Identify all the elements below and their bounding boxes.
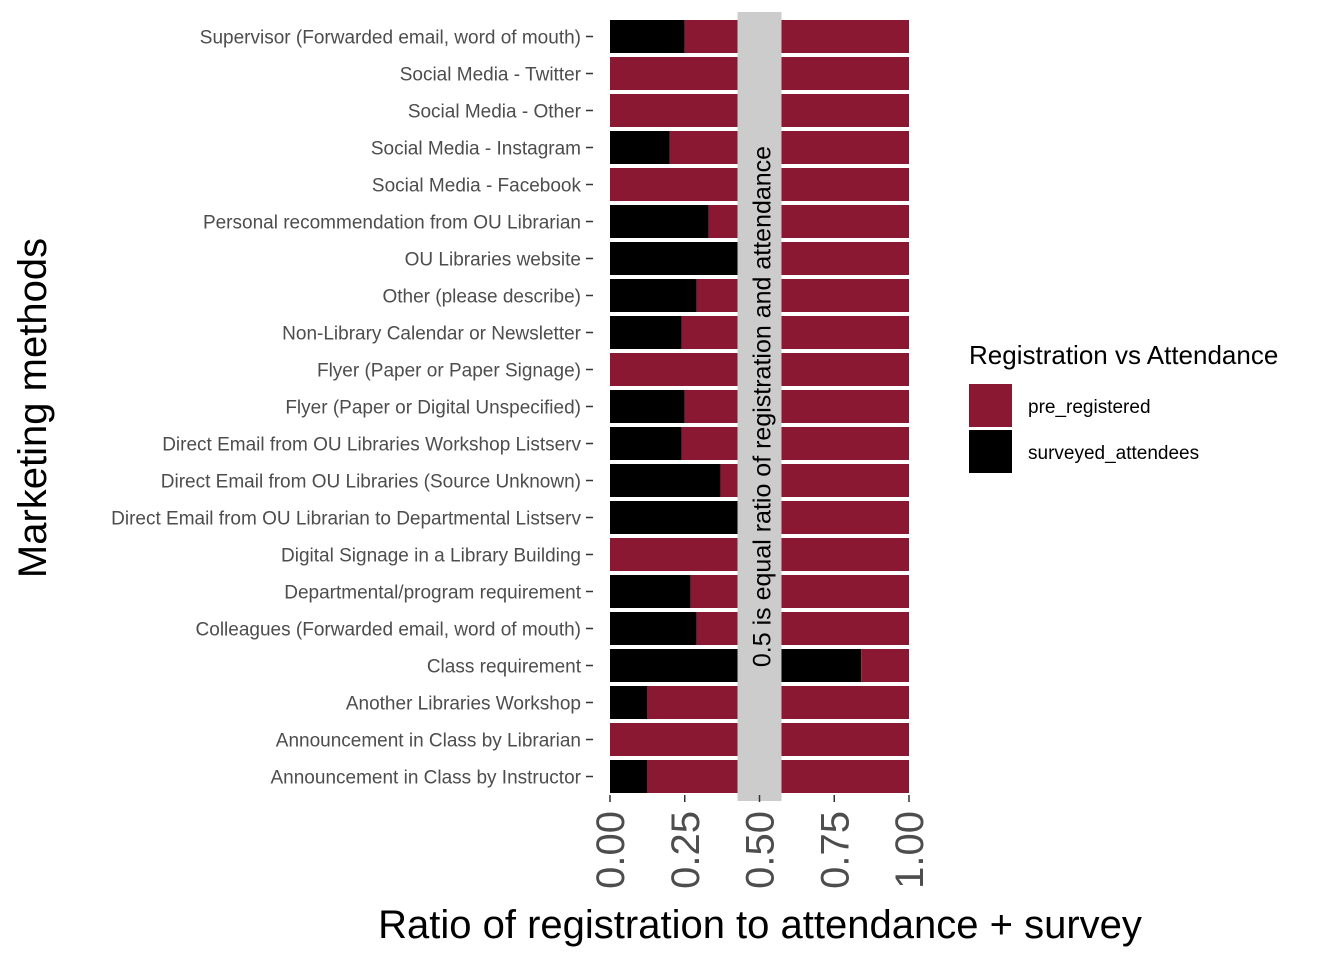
y-tick-label-ou-libraries-website: OU Libraries website xyxy=(405,250,581,271)
y-tick-label-colleagues-forwarded-email-word-of-mouth: Colleagues (Forwarded email, word of mou… xyxy=(196,620,581,641)
y-tick-label-digital-signage-in-a-library-building: Digital Signage in a Library Building xyxy=(281,546,581,567)
bar-surveyed-attendees-colleagues-forwarded-email-word-of-mouth xyxy=(610,612,697,645)
y-tick-label-direct-email-from-ou-libraries-workshop-listserv: Direct Email from OU Libraries Workshop … xyxy=(162,435,581,456)
x-axis: 0.00 0.25 0.50 0.75 1.00 xyxy=(589,795,932,889)
x-tick-label-2: 0.50 xyxy=(739,811,783,889)
bar-surveyed-attendees-social-media-instagram xyxy=(610,131,670,164)
y-axis-title: Marketing methods xyxy=(11,238,55,578)
bar-pre-registered-supervisor-forwarded-email-word-of-mouth xyxy=(684,20,909,53)
x-tick-label-0: 0.00 xyxy=(589,811,633,889)
bar-surveyed-attendees-departmental-program-requirement xyxy=(610,575,691,608)
legend-label-surveyed-attendees: surveyed_attendees xyxy=(1028,443,1199,464)
reference-band-label: 0.5 is equal ratio of registration and a… xyxy=(749,146,777,667)
bar-pre-registered-direct-email-from-ou-librarian-to-departmental-listserv xyxy=(759,501,909,534)
bar-pre-registered-other-please-describe xyxy=(696,279,909,312)
bar-surveyed-attendees-direct-email-from-ou-libraries-workshop-listserv xyxy=(610,427,682,460)
bar-surveyed-attendees-announcement-in-class-by-instructor xyxy=(610,760,648,793)
bar-pre-registered-colleagues-forwarded-email-word-of-mouth xyxy=(696,612,909,645)
y-axis: Supervisor (Forwarded email, word of mou… xyxy=(111,28,593,789)
bar-pre-registered-flyer-paper-or-digital-unspecified xyxy=(684,390,909,423)
legend-title: Registration vs Attendance xyxy=(969,340,1278,370)
y-tick-label-class-requirement: Class requirement xyxy=(427,657,582,678)
bar-pre-registered-ou-libraries-website xyxy=(759,242,909,275)
x-tick-label-1: 0.25 xyxy=(664,811,708,889)
legend: Registration vs Attendance pre_registere… xyxy=(969,340,1278,473)
y-tick-label-personal-recommendation-from-ou-librarian: Personal recommendation from OU Libraria… xyxy=(203,213,581,234)
y-tick-label-supervisor-forwarded-email-word-of-mouth: Supervisor (Forwarded email, word of mou… xyxy=(200,28,581,49)
y-tick-label-direct-email-from-ou-librarian-to-departmental-listserv: Direct Email from OU Librarian to Depart… xyxy=(111,509,581,530)
y-tick-label-social-media-facebook: Social Media - Facebook xyxy=(372,176,582,197)
bar-surveyed-attendees-another-libraries-workshop xyxy=(610,686,648,719)
x-tick-label-4: 1.00 xyxy=(888,811,932,889)
y-tick-label-announcement-in-class-by-instructor: Announcement in Class by Instructor xyxy=(271,768,582,789)
bar-surveyed-attendees-ou-libraries-website xyxy=(610,242,760,275)
legend-swatch-pre-registered xyxy=(969,384,1012,427)
bar-surveyed-attendees-direct-email-from-ou-libraries-source-unknown xyxy=(610,464,721,497)
reference-band xyxy=(737,12,782,801)
y-tick-label-social-media-other: Social Media - Other xyxy=(408,102,582,123)
y-tick-label-announcement-in-class-by-librarian: Announcement in Class by Librarian xyxy=(276,731,581,752)
bar-surveyed-attendees-other-please-describe xyxy=(610,279,697,312)
bar-surveyed-attendees-non-library-calendar-or-newsletter xyxy=(610,316,682,349)
bar-pre-registered-class-requirement xyxy=(861,649,909,682)
bar-pre-registered-non-library-calendar-or-newsletter xyxy=(681,316,909,349)
bar-surveyed-attendees-flyer-paper-or-digital-unspecified xyxy=(610,390,685,423)
x-axis-title: Ratio of registration to attendance + su… xyxy=(378,903,1142,947)
legend-label-pre-registered: pre_registered xyxy=(1028,397,1151,418)
y-tick-label-another-libraries-workshop: Another Libraries Workshop xyxy=(346,694,581,715)
y-tick-label-flyer-paper-or-paper-signage: Flyer (Paper or Paper Signage) xyxy=(317,361,581,382)
bar-surveyed-attendees-direct-email-from-ou-librarian-to-departmental-listserv xyxy=(610,501,760,534)
legend-swatch-surveyed-attendees xyxy=(969,430,1012,473)
x-tick-label-3: 0.75 xyxy=(813,811,857,889)
bar-surveyed-attendees-personal-recommendation-from-ou-librarian xyxy=(610,205,709,238)
y-tick-label-departmental-program-requirement: Departmental/program requirement xyxy=(284,583,581,604)
bar-pre-registered-departmental-program-requirement xyxy=(690,575,909,608)
y-tick-label-social-media-twitter: Social Media - Twitter xyxy=(400,65,582,86)
y-tick-label-flyer-paper-or-digital-unspecified: Flyer (Paper or Digital Unspecified) xyxy=(285,398,581,419)
bar-surveyed-attendees-supervisor-forwarded-email-word-of-mouth xyxy=(610,20,685,53)
reference-band-layer: 0.5 is equal ratio of registration and a… xyxy=(737,12,782,801)
bar-pre-registered-direct-email-from-ou-libraries-workshop-listserv xyxy=(681,427,909,460)
y-tick-label-other-please-describe: Other (please describe) xyxy=(382,287,581,308)
y-tick-label-direct-email-from-ou-libraries-source-unknown: Direct Email from OU Libraries (Source U… xyxy=(161,472,581,493)
y-tick-label-non-library-calendar-or-newsletter: Non-Library Calendar or Newsletter xyxy=(282,324,582,345)
bar-surveyed-attendees-class-requirement xyxy=(610,649,862,682)
y-tick-label-social-media-instagram: Social Media - Instagram xyxy=(371,139,581,160)
bar-pre-registered-social-media-instagram xyxy=(669,131,909,164)
